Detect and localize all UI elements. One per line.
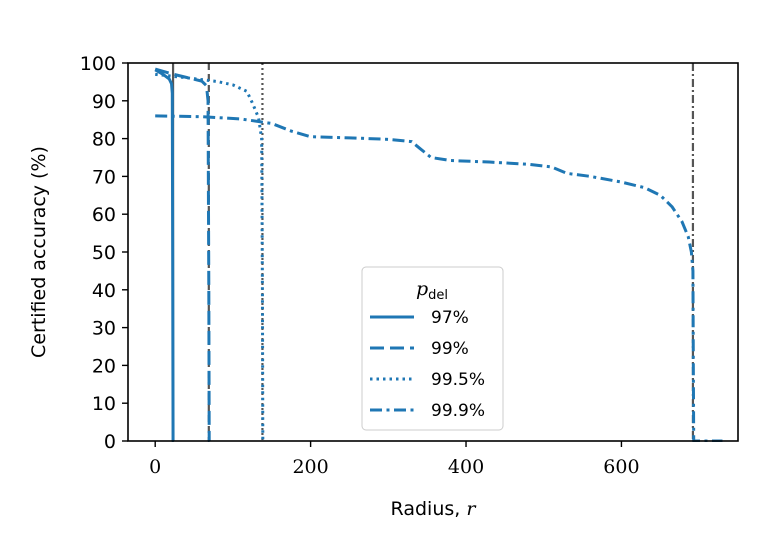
- x-tick-label: 600: [603, 456, 639, 478]
- legend-label: 99.5%: [431, 370, 485, 390]
- y-tick-label: 20: [92, 355, 116, 377]
- x-tick-label: 200: [292, 456, 328, 478]
- y-tick-label: 60: [92, 204, 116, 226]
- legend-label: 97%: [431, 308, 469, 328]
- y-tick-label: 40: [92, 280, 116, 302]
- y-tick-label: 90: [92, 91, 116, 113]
- series-line-dashed: [154, 67, 211, 442]
- x-axis-ticks: 0 200 400 600: [149, 441, 640, 478]
- y-tick-label: 0: [104, 431, 116, 453]
- legend-box: [361, 266, 504, 431]
- series-line-dashdot: [155, 114, 723, 442]
- y-tick-label: 70: [92, 166, 116, 188]
- y-tick-label: 30: [92, 318, 116, 340]
- y-tick-label: 80: [92, 129, 116, 151]
- series-line-solid: [154, 68, 175, 442]
- legend: pdel 97% 99% 99.5% 99.9%: [361, 266, 504, 431]
- legend-label: 99%: [431, 339, 469, 359]
- x-tick-label: 400: [448, 456, 484, 478]
- series-lines: [154, 67, 723, 442]
- series-line-dotted: [155, 72, 265, 442]
- x-axis-label: Radius, r: [391, 498, 478, 520]
- y-tick-label: 100: [80, 53, 116, 75]
- legend-label: 99.9%: [431, 401, 485, 421]
- x-tick-label: 0: [149, 456, 161, 478]
- y-tick-label: 10: [92, 393, 116, 415]
- legend-entry-dashdot: 99.9%: [370, 401, 485, 421]
- y-axis-label: Certified accuracy (%): [28, 146, 50, 358]
- legend-title: pdel: [416, 278, 448, 303]
- legend-entry-dashed: 99%: [370, 339, 469, 359]
- legend-entry-dotted: 99.5%: [370, 370, 485, 390]
- y-tick-label: 50: [92, 242, 116, 264]
- legend-entry-solid: 97%: [370, 308, 469, 328]
- y-axis-ticks: 0 10 20 30 40 50 60 70 80 90 100: [80, 53, 128, 453]
